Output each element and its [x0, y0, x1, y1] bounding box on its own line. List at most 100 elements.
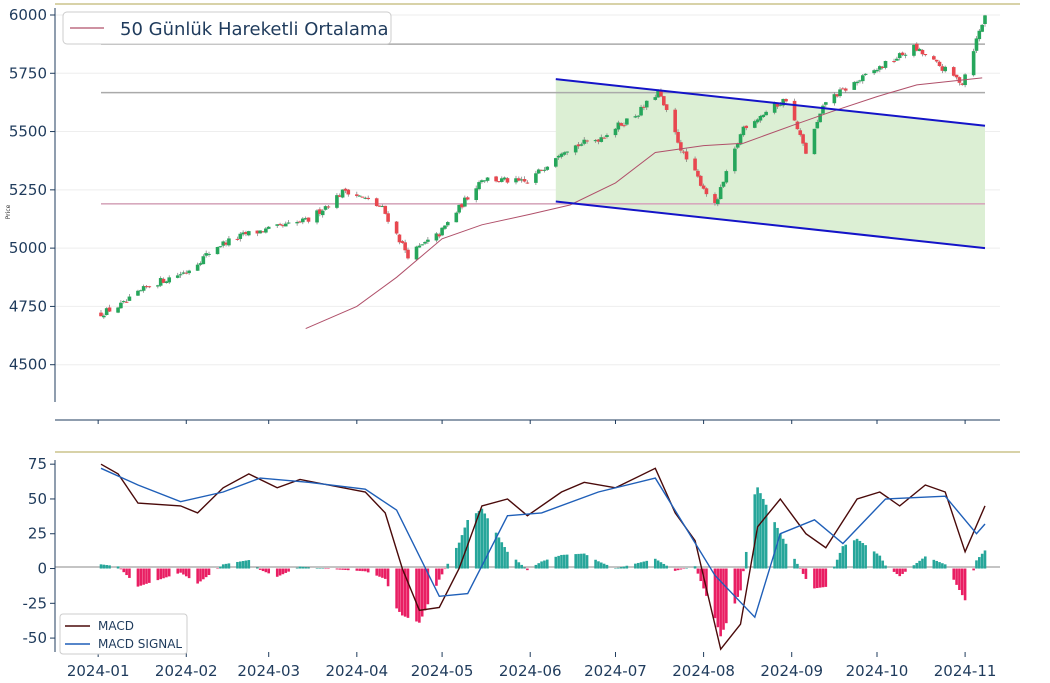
price-y-tick-label: 4750 — [9, 297, 47, 315]
macd-histogram-bar — [673, 568, 677, 571]
candle-body — [855, 81, 859, 84]
candle-body — [892, 61, 896, 63]
macd-histogram-bar — [753, 494, 757, 569]
macd-histogram-bar — [187, 568, 191, 579]
macd-histogram-bar — [736, 568, 740, 597]
macd-y-tick-label: 50 — [28, 490, 47, 508]
macd-histogram-bar — [420, 568, 424, 617]
macd-histogram-bar — [784, 543, 788, 569]
candle-body — [758, 115, 763, 121]
candle-body — [420, 244, 424, 246]
candle-body — [644, 100, 649, 108]
macd-histogram-bar — [912, 565, 916, 569]
candle-body — [812, 128, 817, 155]
macd-histogram-bar — [713, 568, 717, 619]
candle-body — [127, 296, 132, 301]
macd-histogram-bar — [656, 560, 660, 569]
candle-body — [824, 102, 828, 105]
candle-body — [943, 66, 948, 72]
macd-histogram-bar — [474, 513, 478, 569]
macd-histogram-bar — [435, 568, 438, 586]
candle-body — [656, 90, 660, 98]
candle-body — [480, 180, 484, 183]
candle-body — [380, 206, 385, 208]
candle-body — [698, 175, 703, 186]
macd-histogram-bar — [585, 555, 589, 569]
macd-histogram-bar — [580, 553, 583, 569]
candle-body — [383, 205, 388, 214]
macd-histogram-bar — [935, 560, 938, 569]
macd-histogram-bar — [545, 559, 549, 569]
macd-histogram-bar — [582, 553, 586, 569]
candle-body — [343, 188, 348, 191]
candle-body — [156, 285, 160, 287]
macd-histogram-bar — [406, 568, 410, 618]
candle-body — [605, 135, 609, 137]
macd-histogram-bar — [258, 568, 262, 570]
macd-histogram-bar — [301, 566, 305, 569]
candle-body — [684, 151, 689, 160]
candle-body — [99, 312, 103, 317]
candle-body — [355, 194, 359, 196]
candle-body — [775, 103, 780, 107]
macd-histogram-bar — [798, 568, 802, 570]
candle-body — [696, 170, 700, 177]
candle-body — [298, 221, 302, 223]
macd-histogram-bar — [855, 538, 859, 569]
candle-body — [460, 204, 464, 208]
macd-histogram-bar — [514, 559, 518, 569]
macd-histogram-bar — [955, 568, 958, 585]
macd-histogram-bar — [455, 547, 458, 569]
macd-histogram-bar — [224, 563, 228, 569]
macd-histogram-bar — [918, 560, 921, 569]
macd-histogram-bar — [653, 558, 657, 569]
candle-body — [315, 210, 319, 223]
macd-histogram-bar — [506, 551, 509, 569]
candle-body — [556, 155, 561, 158]
candle-body — [124, 301, 129, 303]
candle-body — [721, 181, 726, 187]
macd-histogram-bar — [426, 568, 430, 605]
macd-y-tick-label: 0 — [37, 560, 47, 578]
macd-histogram-bar — [361, 568, 364, 572]
candle-body — [198, 263, 203, 265]
candle-body — [502, 177, 507, 180]
candle-body — [414, 246, 419, 260]
candle-body — [593, 140, 598, 142]
candle-body — [875, 69, 879, 72]
macd-histogram-bar — [958, 568, 961, 591]
macd-histogram-bar — [202, 568, 205, 580]
price-y-tick-label: 5750 — [9, 64, 47, 82]
macd-legend-label: MACD — [98, 619, 134, 633]
macd-histogram-bar — [841, 546, 845, 569]
macd-histogram-bar — [136, 568, 140, 587]
macd-histogram-bar — [915, 563, 919, 569]
candle-body — [545, 166, 550, 170]
macd-histogram-bar — [443, 568, 447, 570]
macd-histogram-bar — [861, 543, 865, 569]
macd-histogram-bar — [381, 568, 384, 578]
macd-histogram-bar — [179, 568, 182, 573]
macd-histogram-bar — [247, 560, 251, 569]
candle-body — [235, 238, 240, 240]
macd-histogram-bar — [446, 563, 450, 569]
macd-histogram-bar — [543, 560, 546, 569]
macd-histogram — [99, 487, 987, 637]
macd-histogram-bar — [236, 561, 239, 569]
candle-body — [917, 48, 922, 52]
candle-body — [207, 253, 211, 255]
macd-histogram-bar — [924, 556, 927, 569]
candle-body — [974, 38, 979, 51]
macd-histogram-bar — [298, 566, 302, 569]
macd-histogram-bar — [321, 568, 325, 569]
macd-histogram-bar — [264, 568, 268, 573]
macd-histogram-bar — [537, 563, 541, 569]
candle-body — [201, 256, 206, 265]
candle-body — [360, 196, 365, 198]
macd-x-tick-label: 2024-08 — [672, 662, 735, 680]
macd-histogram-bar — [287, 568, 290, 572]
macd-histogram-bar — [815, 568, 819, 589]
macd-histogram-bar — [520, 564, 523, 569]
macd-histogram-bar — [256, 567, 259, 569]
macd-histogram-bar — [978, 557, 981, 569]
